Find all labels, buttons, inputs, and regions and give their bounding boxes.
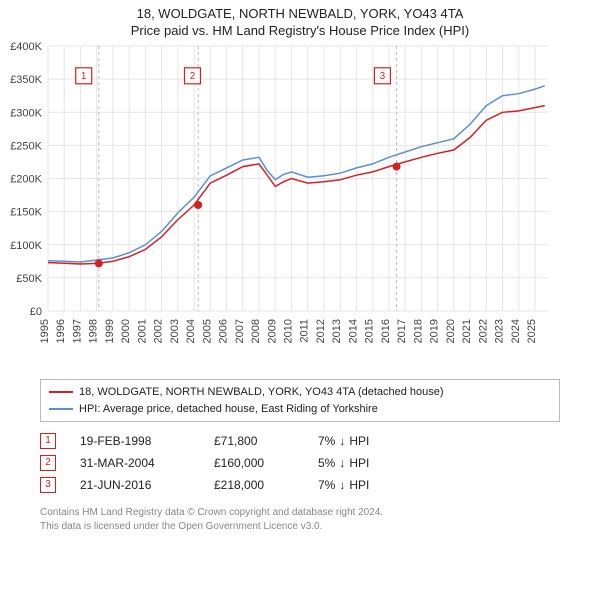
svg-text:2002: 2002 bbox=[153, 319, 165, 343]
svg-text:2025: 2025 bbox=[526, 319, 538, 343]
svg-text:2019: 2019 bbox=[429, 319, 441, 343]
svg-text:2011: 2011 bbox=[299, 319, 311, 343]
svg-text:2001: 2001 bbox=[136, 319, 148, 343]
svg-text:£350K: £350K bbox=[10, 74, 42, 86]
svg-text:£400K: £400K bbox=[10, 41, 42, 53]
svg-text:2003: 2003 bbox=[169, 319, 181, 343]
svg-text:3: 3 bbox=[380, 71, 386, 82]
svg-text:2017: 2017 bbox=[396, 319, 408, 343]
svg-text:2006: 2006 bbox=[218, 319, 230, 343]
marker-row: 2 31-MAR-2004 £160,000 5% ↓ HPI bbox=[40, 452, 560, 474]
svg-text:2020: 2020 bbox=[445, 319, 457, 343]
chart-container: £0 £50K £100K £150K £200K £250K £300K £350K £400… bbox=[0, 38, 600, 373]
marker-price: £218,000 bbox=[214, 478, 294, 492]
svg-text:2007: 2007 bbox=[234, 319, 246, 343]
title-line-1: 18, WOLDGATE, NORTH NEWBALD, YORK, YO43 … bbox=[0, 6, 600, 21]
svg-text:2000: 2000 bbox=[120, 319, 132, 343]
svg-text:£250K: £250K bbox=[10, 140, 42, 152]
marker-suffix: HPI bbox=[349, 434, 369, 448]
svg-text:2023: 2023 bbox=[494, 319, 506, 343]
svg-text:2015: 2015 bbox=[364, 319, 376, 343]
marker-suffix: HPI bbox=[349, 478, 369, 492]
svg-text:2009: 2009 bbox=[266, 319, 278, 343]
marker-pct: 7% bbox=[318, 434, 335, 448]
down-arrow-icon: ↓ bbox=[339, 456, 345, 470]
legend-label-2: HPI: Average price, detached house, East… bbox=[79, 401, 378, 418]
svg-text:1996: 1996 bbox=[55, 319, 67, 343]
svg-text:1995: 1995 bbox=[39, 319, 51, 343]
svg-text:2: 2 bbox=[190, 71, 196, 82]
svg-text:2021: 2021 bbox=[461, 319, 473, 343]
marker-hpi: 7% ↓ HPI bbox=[318, 478, 369, 492]
svg-text:£100K: £100K bbox=[10, 240, 42, 252]
legend-swatch-1 bbox=[49, 391, 73, 393]
marker-hpi: 5% ↓ HPI bbox=[318, 456, 369, 470]
marker-date: 21-JUN-2016 bbox=[80, 478, 190, 492]
down-arrow-icon: ↓ bbox=[339, 478, 345, 492]
attribution-line-2: This data is licensed under the Open Gov… bbox=[40, 520, 560, 534]
marker-badge-3: 3 bbox=[40, 477, 56, 493]
legend: 18, WOLDGATE, NORTH NEWBALD, YORK, YO43 … bbox=[40, 379, 560, 422]
attribution-line-1: Contains HM Land Registry data © Crown c… bbox=[40, 506, 560, 520]
svg-text:2012: 2012 bbox=[315, 319, 327, 343]
marker-hpi: 7% ↓ HPI bbox=[318, 434, 369, 448]
price-chart: £0 £50K £100K £150K £200K £250K £300K £350K £400… bbox=[0, 38, 560, 368]
marker-pct: 7% bbox=[318, 478, 335, 492]
marker-badge-2: 2 bbox=[40, 455, 56, 471]
marker-price: £71,800 bbox=[214, 434, 294, 448]
legend-row: HPI: Average price, detached house, East… bbox=[49, 401, 551, 418]
svg-text:£150K: £150K bbox=[10, 207, 42, 219]
svg-text:2024: 2024 bbox=[510, 319, 522, 343]
title-line-2: Price paid vs. HM Land Registry's House … bbox=[0, 23, 600, 38]
svg-text:2010: 2010 bbox=[283, 319, 295, 343]
svg-text:2004: 2004 bbox=[185, 319, 197, 343]
down-arrow-icon: ↓ bbox=[339, 434, 345, 448]
svg-text:£50K: £50K bbox=[16, 273, 42, 285]
marker-price: £160,000 bbox=[214, 456, 294, 470]
marker-row: 1 19-FEB-1998 £71,800 7% ↓ HPI bbox=[40, 430, 560, 452]
svg-text:1997: 1997 bbox=[71, 319, 83, 343]
svg-text:£200K: £200K bbox=[10, 174, 42, 186]
marker-date: 31-MAR-2004 bbox=[80, 456, 190, 470]
svg-text:2016: 2016 bbox=[380, 319, 392, 343]
chart-title-block: 18, WOLDGATE, NORTH NEWBALD, YORK, YO43 … bbox=[0, 0, 600, 38]
svg-text:£300K: £300K bbox=[10, 107, 42, 119]
marker-row: 3 21-JUN-2016 £218,000 7% ↓ HPI bbox=[40, 474, 560, 496]
legend-row: 18, WOLDGATE, NORTH NEWBALD, YORK, YO43 … bbox=[49, 384, 551, 401]
svg-text:2022: 2022 bbox=[477, 319, 489, 343]
marker-table: 1 19-FEB-1998 £71,800 7% ↓ HPI 2 31-MAR-… bbox=[40, 430, 560, 496]
svg-text:1999: 1999 bbox=[104, 319, 116, 343]
svg-text:£0: £0 bbox=[30, 306, 42, 318]
svg-text:1: 1 bbox=[81, 71, 87, 82]
marker-badge-1: 1 bbox=[40, 433, 56, 449]
svg-text:2018: 2018 bbox=[412, 319, 424, 343]
svg-text:1998: 1998 bbox=[88, 319, 100, 343]
svg-text:2008: 2008 bbox=[250, 319, 262, 343]
svg-text:2014: 2014 bbox=[347, 319, 359, 343]
marker-suffix: HPI bbox=[349, 456, 369, 470]
svg-text:2005: 2005 bbox=[201, 319, 213, 343]
attribution: Contains HM Land Registry data © Crown c… bbox=[40, 506, 560, 534]
legend-label-1: 18, WOLDGATE, NORTH NEWBALD, YORK, YO43 … bbox=[79, 384, 444, 401]
marker-pct: 5% bbox=[318, 456, 335, 470]
marker-date: 19-FEB-1998 bbox=[80, 434, 190, 448]
legend-swatch-2 bbox=[49, 408, 73, 410]
svg-text:2013: 2013 bbox=[331, 319, 343, 343]
